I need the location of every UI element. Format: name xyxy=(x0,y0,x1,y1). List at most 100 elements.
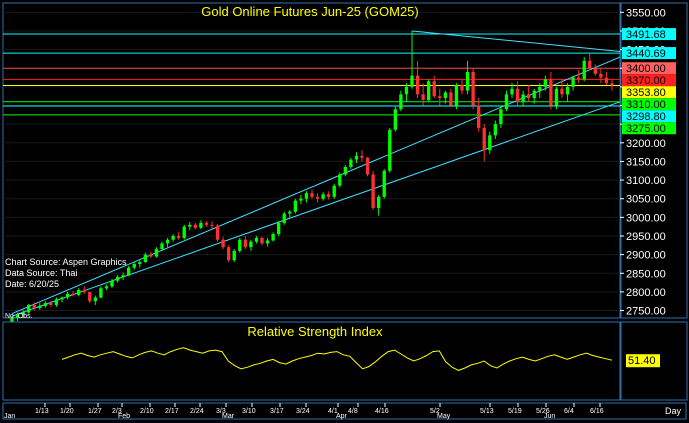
candle-body xyxy=(360,155,364,158)
level-label: 3275.00 xyxy=(626,123,666,135)
x-tick-label: 1/20 xyxy=(60,408,74,415)
candle-body xyxy=(410,75,414,87)
x-tick-label: 2/10 xyxy=(140,408,154,415)
info-line-date: Date: 6/20/25 xyxy=(5,279,59,289)
period-label: Day xyxy=(665,406,682,416)
candle-body xyxy=(160,243,164,250)
candle-body xyxy=(310,193,314,197)
candle-body xyxy=(599,73,603,78)
candle-body xyxy=(121,275,125,277)
candle-body xyxy=(82,290,86,292)
candle-body xyxy=(343,167,347,175)
y-tick-label: 2850.00 xyxy=(626,268,666,280)
candle-body xyxy=(182,226,186,238)
candle-body xyxy=(215,225,220,240)
candle-body xyxy=(477,105,481,128)
candle-body xyxy=(171,235,175,240)
candle-body xyxy=(188,224,192,227)
candle-body xyxy=(143,254,147,263)
candle-body xyxy=(493,124,497,136)
x-tick-label: 5/2 xyxy=(430,408,440,415)
candle-body xyxy=(232,250,236,261)
candle-body xyxy=(593,68,597,74)
y-tick-label: 2900.00 xyxy=(626,250,666,262)
candle-body xyxy=(271,234,275,241)
candle-body xyxy=(349,159,353,168)
candle-body xyxy=(565,86,570,95)
candle-body xyxy=(93,297,97,302)
candle-body xyxy=(138,262,142,264)
x-tick-label: 5/13 xyxy=(480,408,494,415)
month-label: Mar xyxy=(222,413,235,420)
candle-body xyxy=(265,240,270,244)
candle-body xyxy=(515,88,520,102)
rsi-panel-frame xyxy=(2,321,621,401)
rsi-panel: 51.40 xyxy=(2,321,688,401)
level-label-box xyxy=(622,98,676,111)
candle-body xyxy=(54,299,59,305)
candle-body xyxy=(482,127,486,151)
candle-body xyxy=(227,247,231,261)
candle-body xyxy=(60,297,64,300)
y-tick-label: 3050.00 xyxy=(626,194,666,206)
candle-body xyxy=(521,94,525,102)
y-tick-label: 2750.00 xyxy=(626,306,666,318)
candle-body xyxy=(199,222,203,228)
candle-body xyxy=(538,86,542,91)
candle-body xyxy=(415,75,420,95)
rsi-line xyxy=(61,347,613,371)
candle-body xyxy=(354,155,359,160)
candle-body xyxy=(288,211,292,214)
month-label: May xyxy=(437,413,451,420)
y-tick-label: 3200.00 xyxy=(626,138,666,150)
candle-body xyxy=(427,81,431,100)
candle-body xyxy=(510,88,514,95)
candle-body xyxy=(388,129,392,171)
level-label-box xyxy=(622,47,676,60)
candle-body xyxy=(610,83,614,86)
x-tick-label: 1/27 xyxy=(88,408,102,415)
x-tick-label: 4/16 xyxy=(375,408,389,415)
trend-line xyxy=(11,101,621,317)
level-label: 3440.69 xyxy=(626,48,666,60)
price-panel: 2750.00 2800.00 2850.00 2900.00 2950.00 3000.… xyxy=(2,2,688,330)
candle-body xyxy=(221,239,225,248)
candle-body xyxy=(499,109,503,125)
candle-body xyxy=(71,293,75,295)
candle-body xyxy=(399,94,403,110)
candle-body xyxy=(282,213,286,223)
level-label-box xyxy=(622,74,676,87)
candle-body xyxy=(38,306,42,308)
x-tick-label: 4/1 xyxy=(328,408,338,415)
level-label: 3400.00 xyxy=(626,63,666,75)
candle-body xyxy=(327,194,331,197)
candle-body xyxy=(577,77,581,80)
candle-body xyxy=(588,60,592,69)
candle-body xyxy=(382,170,386,197)
candle-body xyxy=(560,88,564,95)
candle-body xyxy=(154,249,159,257)
x-tick-label: 4/8 xyxy=(348,408,358,415)
level-label-box xyxy=(622,86,676,99)
date-axis: 1/13 1/20 1/27 2/3 2/10 2/17 2/24 3/3 3/10 3/17 3/… xyxy=(2,402,687,420)
candle-body xyxy=(338,174,342,186)
candle-body xyxy=(260,237,264,244)
candle-body xyxy=(471,71,475,106)
candle-body xyxy=(299,198,303,201)
x-tick-label: 6/4 xyxy=(564,408,574,415)
candle-body xyxy=(21,312,25,315)
x-tick-label: 5/26 xyxy=(536,408,550,415)
x-tick-label: 6/16 xyxy=(590,408,604,415)
x-tick-label: 2/24 xyxy=(190,408,204,415)
y-tick-label: 3100.00 xyxy=(626,175,666,187)
candle-body xyxy=(449,92,453,106)
candle-body xyxy=(210,224,214,226)
candle-body xyxy=(277,222,281,235)
candle-body xyxy=(65,293,70,298)
candle-body xyxy=(165,239,170,244)
candle-body xyxy=(488,135,492,151)
level-label: 3353.80 xyxy=(626,87,666,99)
candle-body xyxy=(554,88,559,106)
month-label: Jun xyxy=(544,413,555,420)
candle-body xyxy=(77,290,81,295)
